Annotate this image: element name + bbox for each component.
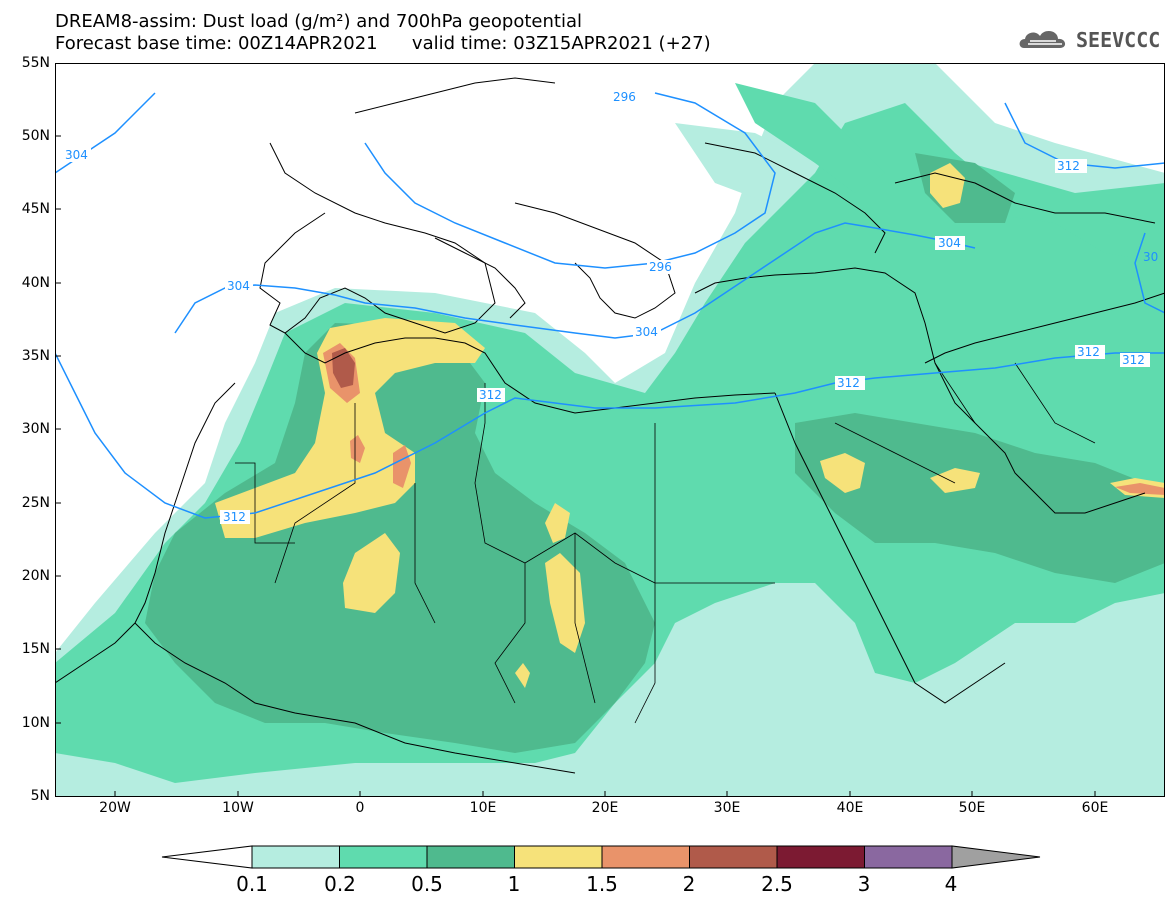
contour-label: 312 [223,510,246,524]
colorbar-box [339,845,428,869]
colorbar-box [251,845,340,869]
coastlines [55,77,1165,774]
chart-title-line2: Forecast base time: 00Z14APR2021 valid t… [55,33,711,54]
contour-label: 304 [938,236,961,250]
lon-label: 10E [469,800,497,816]
dust-shading-2 [332,348,355,388]
dust-shading-1 [215,163,1165,688]
contour-label: 312 [837,376,860,390]
country-borders [235,362,1096,724]
colorbar [161,845,1041,869]
lon-label: 20E [591,800,619,816]
contour-labels: 296 304 304 296 304 304 312 312 312 312 … [63,90,1158,524]
lat-label: 40N [21,275,50,291]
lat-label: 20N [21,568,50,584]
lon-label: 0 [355,800,365,816]
dust-shading-0.5 [145,153,1165,753]
contour-label: 312 [1057,159,1080,173]
lon-label: 60E [1081,800,1109,816]
colorbar-box [689,845,778,869]
lat-label: 15N [21,641,50,657]
colorbar-tick: 3 [857,872,871,896]
colorbar-low-arrow [161,845,253,869]
lon-label: 40E [836,800,864,816]
contour-label: 304 [635,325,658,339]
colorbar-tick: 1.5 [586,872,618,896]
colorbar-box [776,845,865,869]
colorbar-box [426,845,515,869]
contour-label: 296 [649,260,672,274]
lat-label: 50N [21,128,50,144]
colorbar-box [864,845,953,869]
colorbar-tick: 0.5 [411,872,443,896]
lat-label: 25N [21,495,50,511]
colorbar-tick: 1 [507,872,521,896]
contour-label: 30 [1143,250,1158,264]
lat-label: 55N [21,55,50,71]
contour-label: 304 [227,279,250,293]
axis-ticks [55,63,1096,797]
logo-text: SEEVCCC [1076,28,1161,52]
lat-label: 5N [30,788,50,804]
lat-label: 45N [21,201,50,217]
lon-label: 20W [99,800,131,816]
lat-label: 30N [21,421,50,437]
colorbar-tick: 0.1 [236,872,268,896]
lon-label: 30E [713,800,741,816]
contour-label: 304 [65,148,88,162]
chart-title-line1: DREAM8-assim: Dust load (g/m²) and 700hP… [55,11,582,32]
colorbar-box [514,845,603,869]
dust-map: 296 304 304 296 304 304 312 312 312 312 … [55,63,1165,797]
contour-label: 296 [613,90,636,104]
lon-label: 50E [958,800,986,816]
colorbar-tick: 0.2 [324,872,356,896]
colorbar-tick: 2.5 [761,872,793,896]
colorbar-box [601,845,690,869]
colorbar-tick: 2 [682,872,696,896]
colorbar-high-arrow [951,845,1041,869]
lon-label: 10W [222,800,254,816]
cloud-logo-icon [1019,30,1066,48]
contour-label: 312 [1077,345,1100,359]
colorbar-tick: 4 [944,872,958,896]
contour-label: 312 [479,388,502,402]
contour-label: 312 [1122,353,1145,367]
lat-label: 10N [21,715,50,731]
lat-label: 35N [21,348,50,364]
